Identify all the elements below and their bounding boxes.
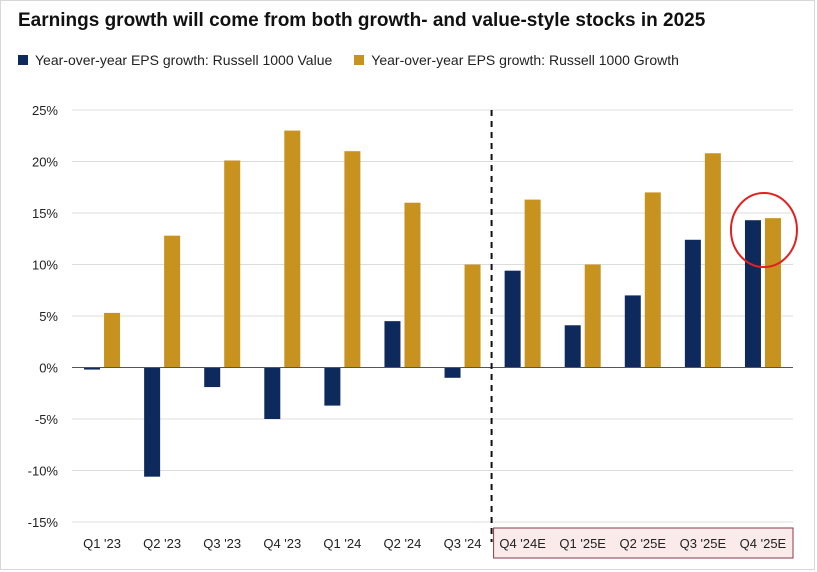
y-tick-label: -10% bbox=[28, 464, 59, 479]
y-tick-label: -5% bbox=[35, 412, 59, 427]
bar-growth bbox=[464, 264, 481, 368]
bar-growth bbox=[404, 202, 421, 368]
highlight-circle bbox=[729, 192, 798, 268]
y-tick-label: 20% bbox=[32, 155, 58, 170]
x-tick-label: Q2 '25E bbox=[620, 536, 667, 551]
x-tick-label: Q4 '24E bbox=[499, 536, 546, 551]
x-tick-label: Q2 '23 bbox=[143, 536, 181, 551]
y-tick-label: 10% bbox=[32, 258, 58, 273]
y-tick-label: 15% bbox=[32, 206, 58, 221]
bar-value bbox=[84, 367, 101, 370]
legend-swatch-value bbox=[18, 55, 28, 65]
bar-value bbox=[204, 367, 221, 388]
bar-value bbox=[144, 367, 161, 477]
x-tick-label: Q1 '23 bbox=[83, 536, 121, 551]
bar-value bbox=[324, 367, 341, 406]
bar-value bbox=[684, 239, 701, 368]
y-tick-label: 0% bbox=[39, 361, 58, 376]
bar-growth bbox=[704, 153, 721, 368]
chart-legend: Year-over-year EPS growth: Russell 1000 … bbox=[18, 52, 701, 68]
bar-growth bbox=[524, 199, 541, 368]
bar-growth bbox=[764, 218, 781, 368]
bar-growth bbox=[224, 160, 241, 368]
x-tick-label: Q2 '24 bbox=[384, 536, 422, 551]
x-tick-label: Q3 '23 bbox=[203, 536, 241, 551]
x-tick-label: Q1 '24 bbox=[323, 536, 361, 551]
chart-title: Earnings growth will come from both grow… bbox=[18, 10, 706, 31]
bar-value bbox=[384, 321, 401, 368]
y-tick-label: -15% bbox=[28, 515, 59, 530]
bar-growth bbox=[284, 130, 301, 368]
x-tick-label: Q3 '24 bbox=[444, 536, 482, 551]
bar-growth bbox=[644, 192, 661, 368]
x-tick-label: Q4 '23 bbox=[263, 536, 301, 551]
bar-value bbox=[744, 220, 761, 368]
bar-value bbox=[564, 325, 581, 368]
y-tick-label: 5% bbox=[39, 309, 58, 324]
x-tick-label: Q4 '25E bbox=[740, 536, 787, 551]
bar-growth bbox=[584, 264, 601, 368]
estimate-period-highlight bbox=[493, 527, 794, 559]
bar-value bbox=[624, 295, 641, 368]
legend-item-growth: Year-over-year EPS growth: Russell 1000 … bbox=[354, 52, 679, 68]
bar-value bbox=[504, 270, 521, 368]
legend-label-growth: Year-over-year EPS growth: Russell 1000 … bbox=[371, 52, 679, 68]
bar-value bbox=[444, 367, 461, 378]
bar-value bbox=[264, 367, 281, 419]
bar-growth bbox=[164, 235, 181, 368]
bar-growth bbox=[104, 312, 121, 368]
x-tick-label: Q1 '25E bbox=[559, 536, 606, 551]
bar-growth bbox=[344, 151, 361, 368]
legend-swatch-growth bbox=[354, 55, 365, 65]
y-tick-label: 25% bbox=[32, 103, 58, 118]
legend-item-value: Year-over-year EPS growth: Russell 1000 … bbox=[18, 52, 332, 68]
x-tick-label: Q3 '25E bbox=[680, 536, 727, 551]
legend-label-value: Year-over-year EPS growth: Russell 1000 … bbox=[35, 52, 333, 68]
